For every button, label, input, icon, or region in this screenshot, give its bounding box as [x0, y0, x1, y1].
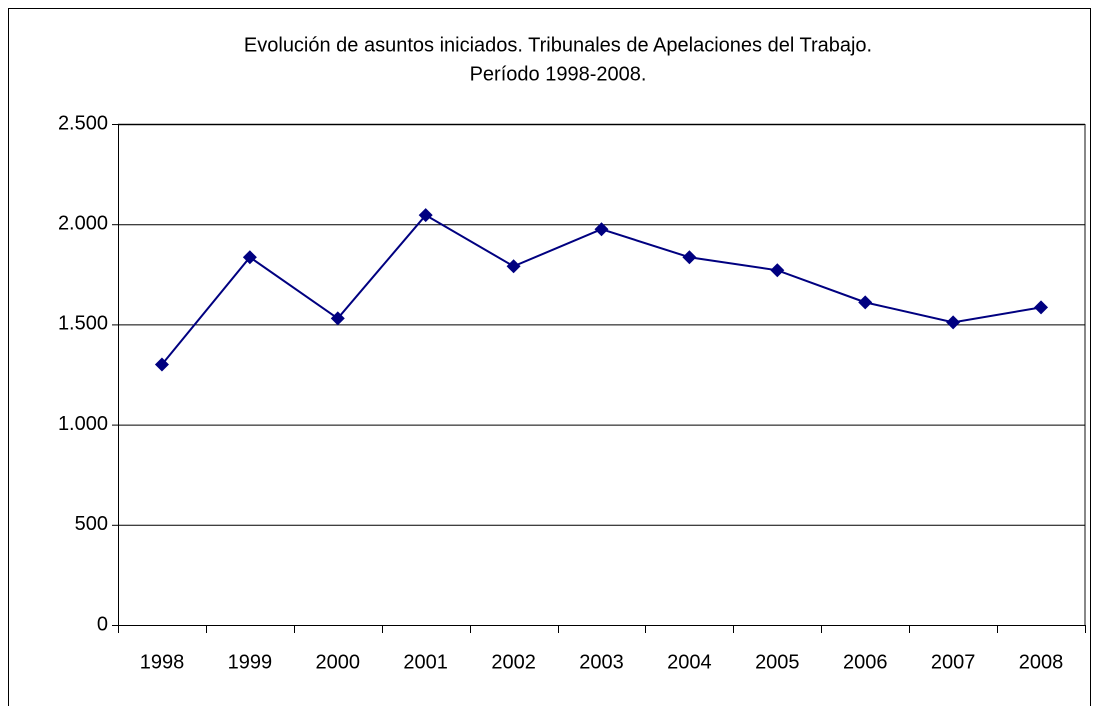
y-tick-label: 1.000 [58, 413, 108, 435]
marker [946, 315, 961, 330]
x-tick-label: 1999 [228, 651, 273, 673]
x-tick-label: 2003 [579, 651, 624, 673]
x-tick-label: 2004 [667, 651, 712, 673]
marker [330, 311, 345, 326]
x-tick-label: 2008 [1019, 651, 1064, 673]
y-tick-label: 500 [75, 513, 108, 535]
chart-title: Evolución de asuntos iniciados. Tribunal… [244, 34, 872, 56]
marker [594, 222, 609, 237]
x-tick-label: 2001 [403, 651, 448, 673]
marker [242, 250, 257, 265]
x-tick-label: 1998 [140, 651, 185, 673]
x-tick-label: 2005 [755, 651, 800, 673]
chart-border [8, 8, 1091, 706]
x-tick-label: 2007 [931, 651, 976, 673]
x-tick-label: 2006 [843, 651, 888, 673]
x-tick-label: 2000 [316, 651, 361, 673]
y-tick-label: 2.500 [58, 112, 108, 134]
y-tick-label: 1.500 [58, 313, 108, 335]
x-tick-label: 2002 [491, 651, 536, 673]
marker [154, 357, 169, 372]
y-tick-label: 0 [97, 613, 108, 635]
line [161, 213, 1042, 366]
chart-title: Período 1998-2008. [470, 63, 647, 85]
y-tick-label: 2.000 [58, 212, 108, 234]
marker [418, 208, 433, 223]
marker [858, 295, 873, 310]
marker [770, 263, 785, 278]
marker [682, 250, 697, 265]
marker [1034, 300, 1049, 315]
marker [506, 259, 521, 274]
